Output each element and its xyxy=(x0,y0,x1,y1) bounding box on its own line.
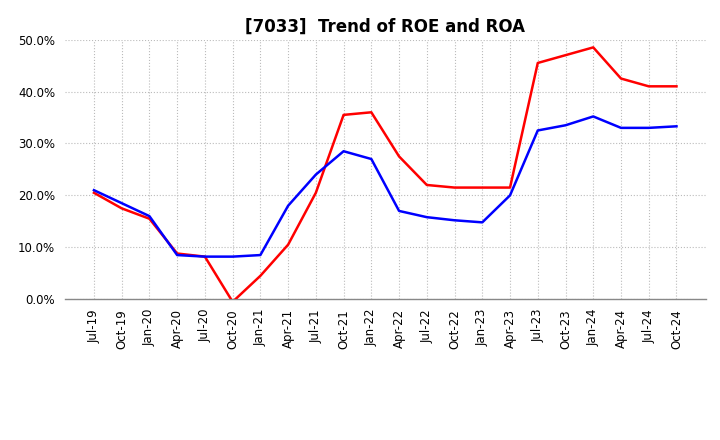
ROA xyxy=(534,128,542,133)
ROA xyxy=(672,124,681,129)
ROE xyxy=(644,84,653,89)
ROE xyxy=(395,154,403,159)
ROA xyxy=(395,208,403,213)
Line: ROA: ROA xyxy=(94,117,677,257)
ROA xyxy=(284,203,292,209)
ROA xyxy=(256,253,265,258)
ROE xyxy=(256,273,265,279)
ROE xyxy=(534,60,542,66)
ROA xyxy=(644,125,653,131)
ROA xyxy=(367,156,376,161)
ROA xyxy=(589,114,598,119)
ROA xyxy=(145,213,154,219)
ROE xyxy=(117,205,126,211)
ROE xyxy=(201,254,210,259)
ROA xyxy=(423,215,431,220)
Line: ROE: ROE xyxy=(94,48,677,302)
ROE xyxy=(561,52,570,58)
ROA xyxy=(505,193,514,198)
ROE xyxy=(145,216,154,221)
ROA xyxy=(478,220,487,225)
ROE xyxy=(616,76,625,81)
ROE xyxy=(284,242,292,247)
ROE xyxy=(505,185,514,190)
ROA xyxy=(228,254,237,259)
ROA xyxy=(450,218,459,223)
ROA xyxy=(201,254,210,259)
ROA xyxy=(173,253,181,258)
ROE xyxy=(339,112,348,117)
ROA xyxy=(616,125,625,131)
ROE xyxy=(312,190,320,195)
ROE xyxy=(89,190,98,195)
ROE xyxy=(478,185,487,190)
ROE xyxy=(672,84,681,89)
ROA xyxy=(561,123,570,128)
ROE xyxy=(589,45,598,50)
ROE xyxy=(173,251,181,256)
ROA xyxy=(339,149,348,154)
ROE xyxy=(450,185,459,190)
ROE xyxy=(228,299,237,304)
Title: [7033]  Trend of ROE and ROA: [7033] Trend of ROE and ROA xyxy=(246,17,525,35)
ROE xyxy=(423,182,431,187)
ROE xyxy=(367,110,376,115)
ROA xyxy=(89,187,98,193)
ROA xyxy=(312,172,320,177)
ROA xyxy=(117,201,126,206)
